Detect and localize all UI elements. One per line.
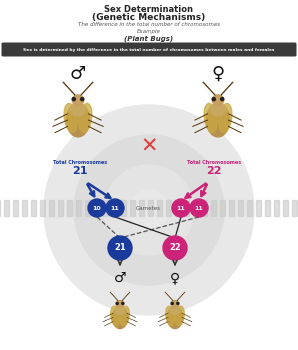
Text: (Plant Bugs): (Plant Bugs): [125, 35, 173, 42]
Bar: [157, 200, 162, 216]
Bar: [130, 200, 135, 216]
Bar: [31, 200, 36, 216]
Circle shape: [172, 199, 190, 217]
Circle shape: [108, 236, 132, 260]
Bar: [58, 200, 63, 216]
Bar: [211, 200, 216, 216]
Text: 11: 11: [195, 205, 203, 210]
Circle shape: [116, 302, 118, 304]
Bar: [274, 200, 279, 216]
Ellipse shape: [115, 306, 125, 315]
Ellipse shape: [207, 103, 229, 137]
Text: Example: Example: [137, 29, 161, 34]
Bar: [13, 200, 18, 216]
Circle shape: [212, 98, 215, 101]
Ellipse shape: [72, 95, 84, 105]
Bar: [112, 200, 117, 216]
Ellipse shape: [170, 306, 180, 315]
Bar: [139, 200, 144, 216]
Text: Gametes: Gametes: [136, 206, 161, 211]
Ellipse shape: [219, 103, 232, 133]
Circle shape: [129, 190, 169, 230]
Bar: [67, 200, 72, 216]
Circle shape: [81, 98, 84, 101]
Bar: [238, 200, 243, 216]
Bar: [220, 200, 225, 216]
Bar: [4, 200, 9, 216]
Ellipse shape: [171, 301, 179, 308]
Bar: [184, 200, 189, 216]
Ellipse shape: [166, 306, 174, 326]
Ellipse shape: [167, 306, 183, 329]
Ellipse shape: [79, 103, 92, 133]
Bar: [175, 200, 180, 216]
Bar: [292, 200, 297, 216]
Circle shape: [221, 98, 224, 101]
Text: ♀: ♀: [170, 271, 180, 285]
Circle shape: [44, 105, 254, 315]
Ellipse shape: [66, 103, 90, 137]
Circle shape: [88, 199, 106, 217]
Text: (Genetic Mechanisms): (Genetic Mechanisms): [92, 13, 206, 22]
Circle shape: [163, 236, 187, 260]
Bar: [247, 200, 252, 216]
Ellipse shape: [71, 103, 85, 116]
Circle shape: [171, 302, 173, 304]
Text: Sex Determination: Sex Determination: [105, 5, 193, 14]
Bar: [193, 200, 198, 216]
Circle shape: [177, 302, 179, 304]
Bar: [148, 200, 153, 216]
Ellipse shape: [120, 306, 129, 326]
Ellipse shape: [204, 103, 217, 133]
Circle shape: [104, 165, 194, 255]
Bar: [22, 200, 27, 216]
Bar: [121, 200, 126, 216]
Text: 21: 21: [114, 244, 126, 252]
Ellipse shape: [212, 95, 224, 105]
Circle shape: [122, 302, 124, 304]
FancyBboxPatch shape: [1, 42, 297, 56]
Bar: [49, 200, 54, 216]
Text: Total Chromosomes: Total Chromosomes: [187, 160, 241, 164]
Ellipse shape: [116, 301, 124, 308]
Text: ♀: ♀: [212, 65, 225, 83]
Bar: [94, 200, 99, 216]
Ellipse shape: [176, 306, 184, 326]
Text: 10: 10: [93, 205, 101, 210]
Circle shape: [74, 135, 224, 285]
Text: 21: 21: [72, 166, 88, 176]
Circle shape: [72, 98, 75, 101]
Text: ♂: ♂: [70, 65, 86, 83]
Bar: [202, 200, 207, 216]
Text: ♂: ♂: [114, 271, 126, 285]
Text: 11: 11: [111, 205, 119, 210]
Ellipse shape: [211, 103, 225, 116]
Text: ✕: ✕: [140, 137, 158, 157]
Bar: [166, 200, 171, 216]
Bar: [265, 200, 270, 216]
Bar: [40, 200, 45, 216]
Text: Total Chromosomes: Total Chromosomes: [53, 160, 107, 164]
Bar: [85, 200, 90, 216]
Bar: [76, 200, 81, 216]
Circle shape: [106, 199, 124, 217]
Text: 22: 22: [169, 244, 181, 252]
Ellipse shape: [64, 103, 77, 133]
Text: 22: 22: [206, 166, 222, 176]
Bar: [256, 200, 261, 216]
Ellipse shape: [112, 306, 128, 329]
Text: 11: 11: [177, 205, 185, 210]
Bar: [103, 200, 108, 216]
Circle shape: [190, 199, 208, 217]
Bar: [283, 200, 288, 216]
Bar: [229, 200, 234, 216]
Ellipse shape: [111, 306, 119, 326]
Text: The difference in the total number of chromosomes: The difference in the total number of ch…: [78, 22, 220, 27]
Text: Sex is determined by the difference in the total number of chromosomes between m: Sex is determined by the difference in t…: [23, 48, 275, 51]
